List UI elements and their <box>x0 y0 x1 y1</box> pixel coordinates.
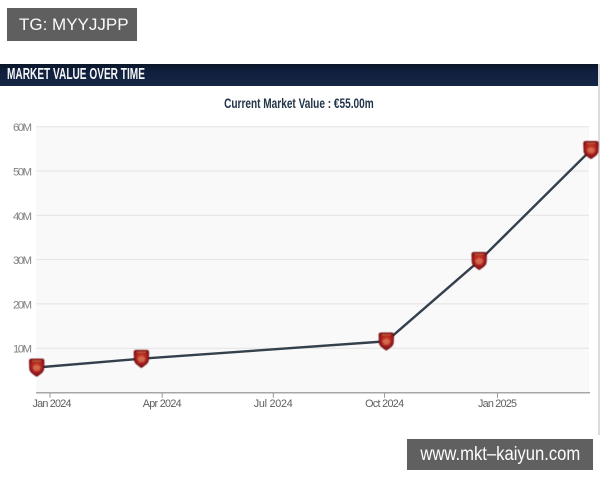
svg-text:Jul 2024: Jul 2024 <box>254 398 293 410</box>
svg-text:20M: 20M <box>13 299 32 311</box>
svg-text:60M: 60M <box>13 122 32 134</box>
svg-text:10M: 10M <box>13 344 32 356</box>
svg-text:Jan 2024: Jan 2024 <box>33 398 72 410</box>
svg-text:Jan 2025: Jan 2025 <box>478 398 517 410</box>
svg-text:50M: 50M <box>13 167 32 179</box>
svg-text:40M: 40M <box>13 211 32 223</box>
svg-text:Apr 2024: Apr 2024 <box>143 398 182 410</box>
svg-text:30M: 30M <box>13 255 32 267</box>
svg-text:Oct 2024: Oct 2024 <box>365 398 404 410</box>
